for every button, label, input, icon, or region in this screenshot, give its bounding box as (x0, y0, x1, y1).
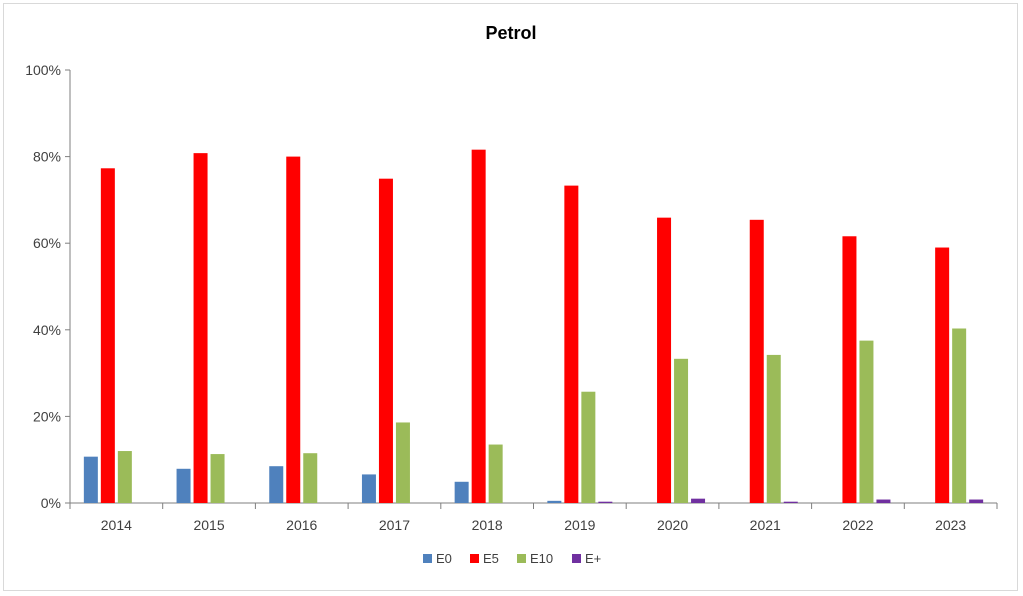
bar-e5-2021 (749, 219, 764, 503)
bar-e10-2022 (859, 340, 874, 503)
bar-e5-2022 (842, 236, 857, 503)
y-tick-label: 60% (33, 235, 61, 251)
bar-e0-2015 (176, 468, 191, 503)
legend-swatch-e5 (470, 554, 479, 563)
bar-e0-2019 (547, 500, 562, 503)
bar-e5-2023 (935, 247, 950, 503)
x-tick-label: 2014 (101, 517, 132, 533)
legend: E0 E5 E10 E+ (423, 551, 601, 566)
y-axis: 0% 20% 40% 60% 80% 100% (25, 62, 71, 511)
y-tick-label: 80% (33, 149, 61, 165)
legend-label: E0 (436, 551, 452, 566)
bar-e10-2014 (117, 451, 132, 503)
y-tick-label: 100% (25, 62, 61, 78)
bar-eplus-2020 (691, 498, 706, 503)
bar-e5-2018 (471, 149, 486, 503)
bar-e0-2017 (361, 474, 376, 503)
x-tick-label: 2017 (379, 517, 410, 533)
bar-e5-2019 (564, 185, 579, 503)
bar-eplus-2022 (876, 499, 891, 503)
y-tick-label: 0% (41, 495, 61, 511)
x-axis: 2014 2015 2016 2017 2018 2019 2020 2021 2022 2023 (69, 502, 998, 533)
bar-e5-2015 (193, 153, 208, 504)
bars (83, 149, 984, 504)
x-tick-label: 2016 (286, 517, 317, 533)
bar-e0-2018 (454, 481, 469, 503)
bar-e10-2018 (488, 444, 503, 503)
y-tick-label: 20% (33, 408, 61, 424)
x-tick-label: 2023 (935, 517, 966, 533)
x-tick-label: 2019 (564, 517, 595, 533)
bar-e5-2016 (286, 156, 301, 503)
bar-e10-2021 (766, 354, 781, 503)
x-tick-label: 2021 (750, 517, 781, 533)
bar-e10-2015 (210, 454, 225, 503)
legend-label: E+ (585, 551, 601, 566)
y-tick-label: 40% (33, 322, 61, 338)
bar-e10-2020 (674, 358, 689, 503)
bar-e10-2017 (395, 422, 410, 503)
bar-e0-2016 (269, 466, 284, 503)
x-tick-label: 2018 (472, 517, 503, 533)
bar-e5-2020 (657, 217, 672, 503)
bar-e10-2016 (303, 453, 318, 503)
bar-eplus-2023 (969, 499, 984, 503)
bar-e0-2014 (83, 456, 98, 503)
bar-eplus-2021 (783, 501, 798, 503)
bar-e5-2014 (100, 168, 115, 503)
legend-label: E10 (530, 551, 553, 566)
legend-swatch-eplus (572, 554, 581, 563)
legend-label: E5 (483, 551, 499, 566)
legend-swatch-e0 (423, 554, 432, 563)
x-tick-label: 2020 (657, 517, 688, 533)
chart-title: Petrol (485, 23, 536, 43)
x-tick-label: 2015 (193, 517, 224, 533)
x-tick-label: 2022 (842, 517, 873, 533)
bar-eplus-2019 (598, 501, 613, 503)
bar-e10-2023 (952, 328, 967, 503)
legend-swatch-e10 (517, 554, 526, 563)
bar-e10-2019 (581, 391, 596, 503)
bar-e5-2017 (378, 178, 393, 504)
